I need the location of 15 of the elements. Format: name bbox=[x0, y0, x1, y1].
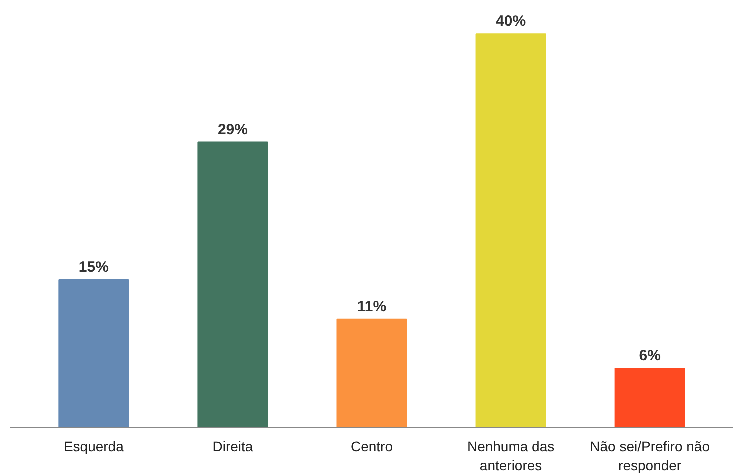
bar bbox=[198, 142, 268, 428]
x-tick-label: Não sei/Prefiro não responder bbox=[590, 438, 710, 474]
data-label: 29% bbox=[218, 121, 248, 138]
x-tick-label: Nenhuma das anteriores bbox=[467, 438, 555, 474]
data-label: 11% bbox=[357, 298, 387, 316]
bar bbox=[614, 368, 686, 428]
data-label: 40% bbox=[496, 13, 526, 30]
x-tick-label: Esquerda bbox=[64, 438, 124, 454]
x-tick-label: Direita bbox=[212, 438, 254, 454]
data-label: 6% bbox=[639, 347, 661, 364]
x-tick-label: Centro bbox=[350, 438, 394, 454]
bar bbox=[476, 34, 546, 428]
bar bbox=[336, 318, 408, 428]
data-label: 15% bbox=[78, 258, 109, 276]
bar bbox=[58, 279, 130, 428]
